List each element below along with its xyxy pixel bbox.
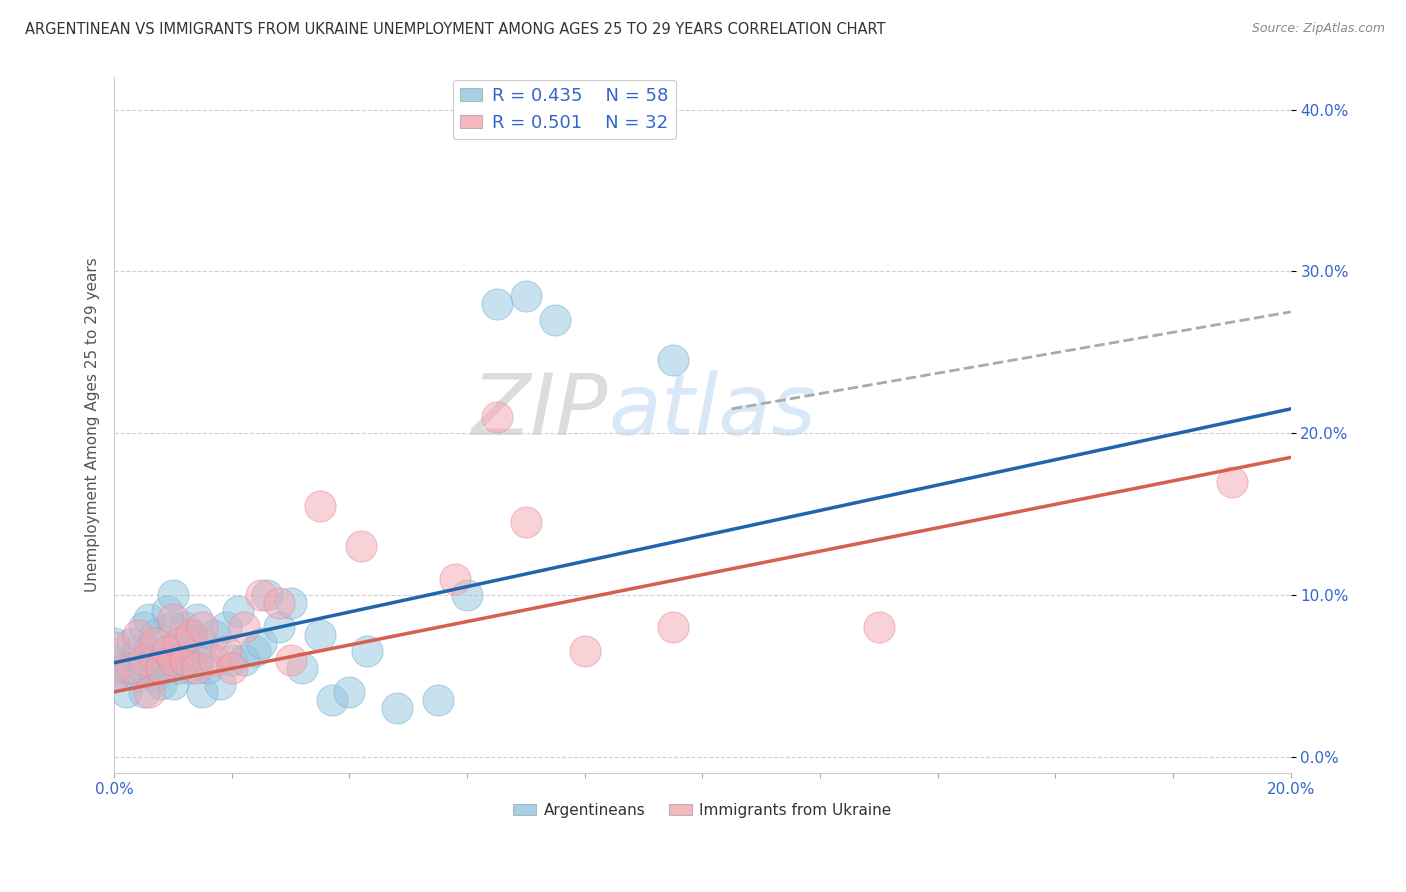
Point (202, 628, 225, 642)
Point (186, 612, 208, 626)
Point (267, 620, 290, 634)
Point (180, 628, 202, 642)
Point (191, 636, 214, 650)
Point (256, 588, 278, 602)
Point (162, 652, 184, 666)
Point (250, 588, 273, 602)
Point (145, 669, 167, 683)
Point (356, 644, 378, 658)
Point (103, 669, 125, 683)
Point (515, 515, 537, 529)
Text: ARGENTINEAN VS IMMIGRANTS FROM UKRAINE UNEMPLOYMENT AMONG AGES 25 TO 29 YEARS CO: ARGENTINEAN VS IMMIGRANTS FROM UKRAINE U… (25, 22, 886, 37)
Point (267, 596, 290, 610)
Point (145, 636, 167, 650)
Point (191, 620, 214, 634)
Point (321, 693, 343, 707)
Point (132, 652, 155, 666)
Point (173, 620, 195, 634)
Point (574, 644, 596, 658)
Point (662, 620, 685, 634)
Point (186, 660, 208, 674)
Point (385, 701, 408, 715)
Point (544, 313, 567, 327)
Point (221, 652, 243, 666)
Point (121, 636, 143, 650)
Point (156, 644, 179, 658)
Point (162, 677, 184, 691)
Point (115, 685, 138, 699)
Point (250, 636, 273, 650)
Point (132, 620, 155, 634)
Point (150, 660, 173, 674)
Point (426, 693, 449, 707)
Point (138, 685, 160, 699)
Point (350, 540, 373, 554)
Point (226, 604, 249, 618)
Point (162, 588, 184, 602)
Point (209, 677, 232, 691)
Point (444, 572, 467, 586)
Text: atlas: atlas (609, 369, 817, 452)
Text: Source: ZipAtlas.com: Source: ZipAtlas.com (1251, 22, 1385, 36)
Point (215, 620, 238, 634)
Point (138, 612, 160, 626)
Point (232, 652, 254, 666)
Point (291, 660, 314, 674)
Point (103, 640, 125, 654)
Point (232, 620, 254, 634)
Point (309, 628, 332, 642)
Point (132, 685, 155, 699)
Point (115, 660, 138, 674)
Point (180, 628, 202, 642)
Point (197, 660, 219, 674)
Y-axis label: Unemployment Among Ages 25 to 29 years: Unemployment Among Ages 25 to 29 years (86, 258, 100, 592)
Point (456, 588, 478, 602)
Point (127, 669, 149, 683)
Point (191, 685, 214, 699)
Point (280, 652, 302, 666)
Legend: Argentineans, Immigrants from Ukraine: Argentineans, Immigrants from Ukraine (508, 797, 897, 824)
Point (309, 499, 332, 513)
Point (150, 677, 173, 691)
Point (127, 644, 149, 658)
Point (202, 652, 225, 666)
Point (162, 652, 184, 666)
Point (868, 620, 890, 634)
Point (127, 628, 149, 642)
Point (173, 652, 195, 666)
Point (145, 652, 167, 666)
Point (186, 652, 208, 666)
Point (485, 297, 508, 311)
Point (339, 685, 361, 699)
Point (132, 660, 155, 674)
Point (215, 644, 238, 658)
Point (245, 644, 267, 658)
Point (662, 353, 685, 368)
Point (167, 660, 190, 674)
Point (180, 660, 202, 674)
Point (156, 644, 179, 658)
Point (121, 660, 143, 674)
Point (515, 289, 537, 303)
Point (138, 644, 160, 658)
Point (1220, 475, 1243, 489)
Point (103, 669, 125, 683)
Point (485, 409, 508, 424)
Point (162, 612, 184, 626)
Point (103, 652, 125, 666)
Point (150, 660, 173, 674)
Point (173, 652, 195, 666)
Point (145, 628, 167, 642)
Point (103, 636, 125, 650)
Point (221, 660, 243, 674)
Text: ZIP: ZIP (472, 369, 609, 452)
Point (156, 604, 179, 618)
Point (167, 644, 190, 658)
Point (162, 620, 184, 634)
Point (280, 596, 302, 610)
Point (167, 636, 190, 650)
